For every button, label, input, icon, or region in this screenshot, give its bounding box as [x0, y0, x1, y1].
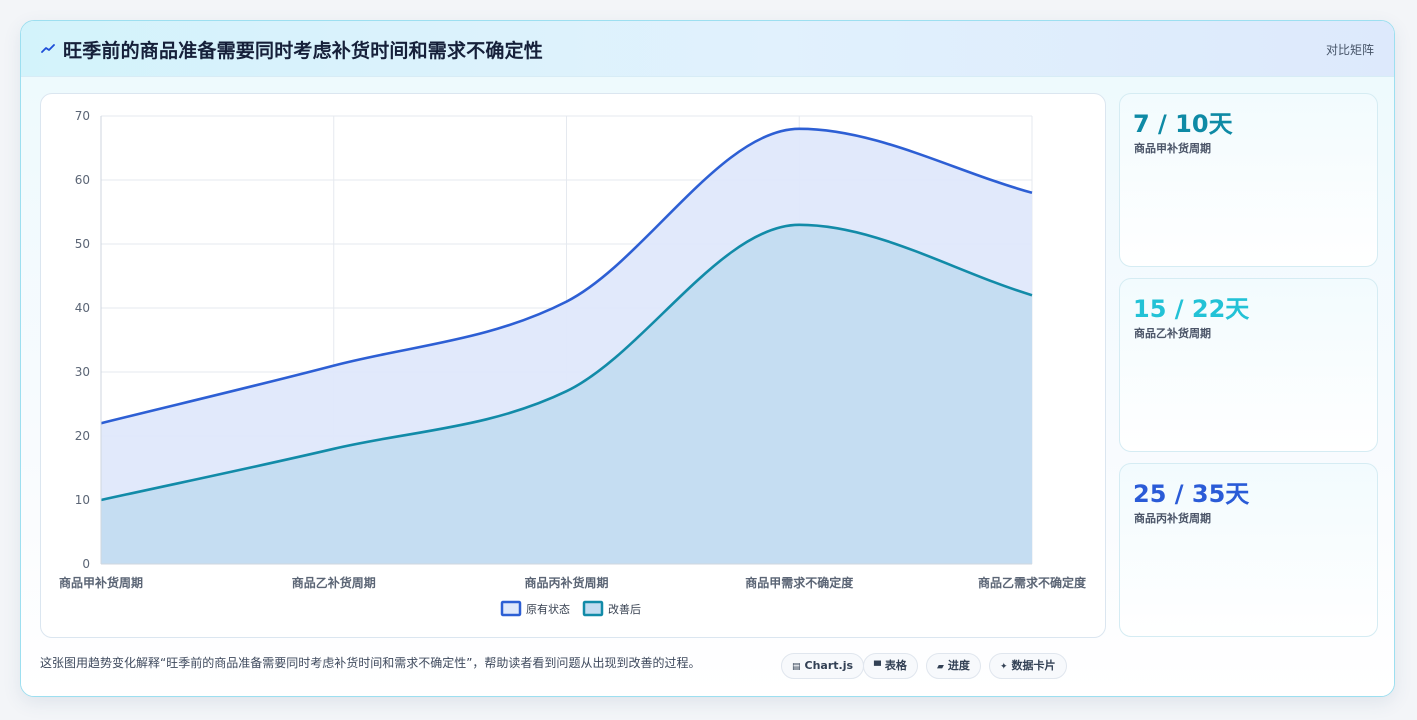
trend-line-icon: [41, 44, 55, 53]
chip-data-cards[interactable]: ✦ 数据卡片: [989, 653, 1067, 679]
x-tick-label: 商品乙补货周期: [292, 575, 376, 590]
table-icon: ▀: [874, 662, 881, 672]
chart-card: 0 10 20 30 40 50 60 70 商品甲补货周期 商品乙补货周期 商品丙补货周期 商品甲需…: [40, 93, 1106, 638]
series-line-1: [100, 127, 1033, 425]
area-chart: 0 10 20 30 40 50 60 70 商品甲补货周期 商品乙补货周期 商品丙补货周期 商品甲需…: [59, 109, 1087, 617]
chip-chartjs[interactable]: ▤ Chart.js: [781, 653, 865, 679]
legend-item-2: 改善后: [582, 600, 641, 617]
stat-value: 15 / 22天: [1133, 295, 1250, 323]
chip-label: 进度: [947, 659, 970, 672]
stat-card-2: 15 / 22天 商品乙补货周期: [1119, 278, 1378, 452]
panel-header: 旺季前的商品准备需要同时考虑补货时间和需求不确定性 对比矩阵: [21, 21, 1394, 77]
legend-label: 改善后: [608, 602, 641, 616]
y-tick-label: 50: [75, 237, 90, 251]
x-tick-label: 商品乙需求不确定度: [978, 575, 1087, 590]
progress-icon: ▰: [937, 662, 944, 672]
y-tick-label: 20: [75, 429, 90, 443]
chart-icon: ▤: [792, 662, 801, 672]
chip-table[interactable]: ▀ 表格: [863, 653, 918, 679]
stat-value: 25 / 35天: [1133, 480, 1250, 508]
chip-progress[interactable]: ▰ 进度: [926, 653, 981, 679]
main-panel: 旺季前的商品准备需要同时考虑补货时间和需求不确定性 对比矩阵 0 10 20 30 40…: [20, 20, 1395, 697]
series-area-2: [101, 224, 1032, 564]
stat-card-3: 25 / 35天 商品丙补货周期: [1119, 463, 1378, 637]
x-tick-label: 商品甲补货周期: [59, 575, 143, 590]
sparkle-icon: ✦: [1000, 662, 1008, 672]
y-tick-label: 70: [75, 109, 90, 123]
legend-swatch: [500, 600, 522, 617]
x-tick-label: 商品丙补货周期: [524, 575, 608, 590]
legend-label: 原有状态: [526, 602, 570, 616]
page-title: 旺季前的商品准备需要同时考虑补货时间和需求不确定性: [63, 40, 544, 62]
y-tick-label: 30: [75, 365, 90, 379]
x-tick-label: 商品甲需求不确定度: [745, 575, 854, 590]
y-tick-label: 40: [75, 301, 90, 315]
stat-value: 7 / 10天: [1133, 110, 1233, 138]
legend-swatch: [582, 600, 604, 617]
y-tick-label: 60: [75, 173, 90, 187]
chip-label: 数据卡片: [1011, 659, 1056, 672]
stat-label: 商品乙补货周期: [1134, 327, 1211, 340]
series-line-2: [100, 223, 1033, 502]
legend-item-1: 原有状态: [500, 600, 570, 617]
chip-label: Chart.js: [804, 659, 854, 672]
stat-card-1: 7 / 10天 商品甲补货周期: [1119, 93, 1378, 267]
stat-label: 商品丙补货周期: [1134, 512, 1211, 525]
y-tick-label: 0: [82, 557, 90, 571]
stat-label: 商品甲补货周期: [1134, 142, 1211, 155]
chart-caption: 这张图用趋势变化解释“旺季前的商品准备需要同时考虑补货时间和需求不确定性”，帮助…: [40, 656, 701, 670]
y-tick-label: 10: [75, 493, 90, 507]
compare-matrix-button[interactable]: 对比矩阵: [1325, 43, 1374, 57]
chip-label: 表格: [884, 659, 907, 672]
